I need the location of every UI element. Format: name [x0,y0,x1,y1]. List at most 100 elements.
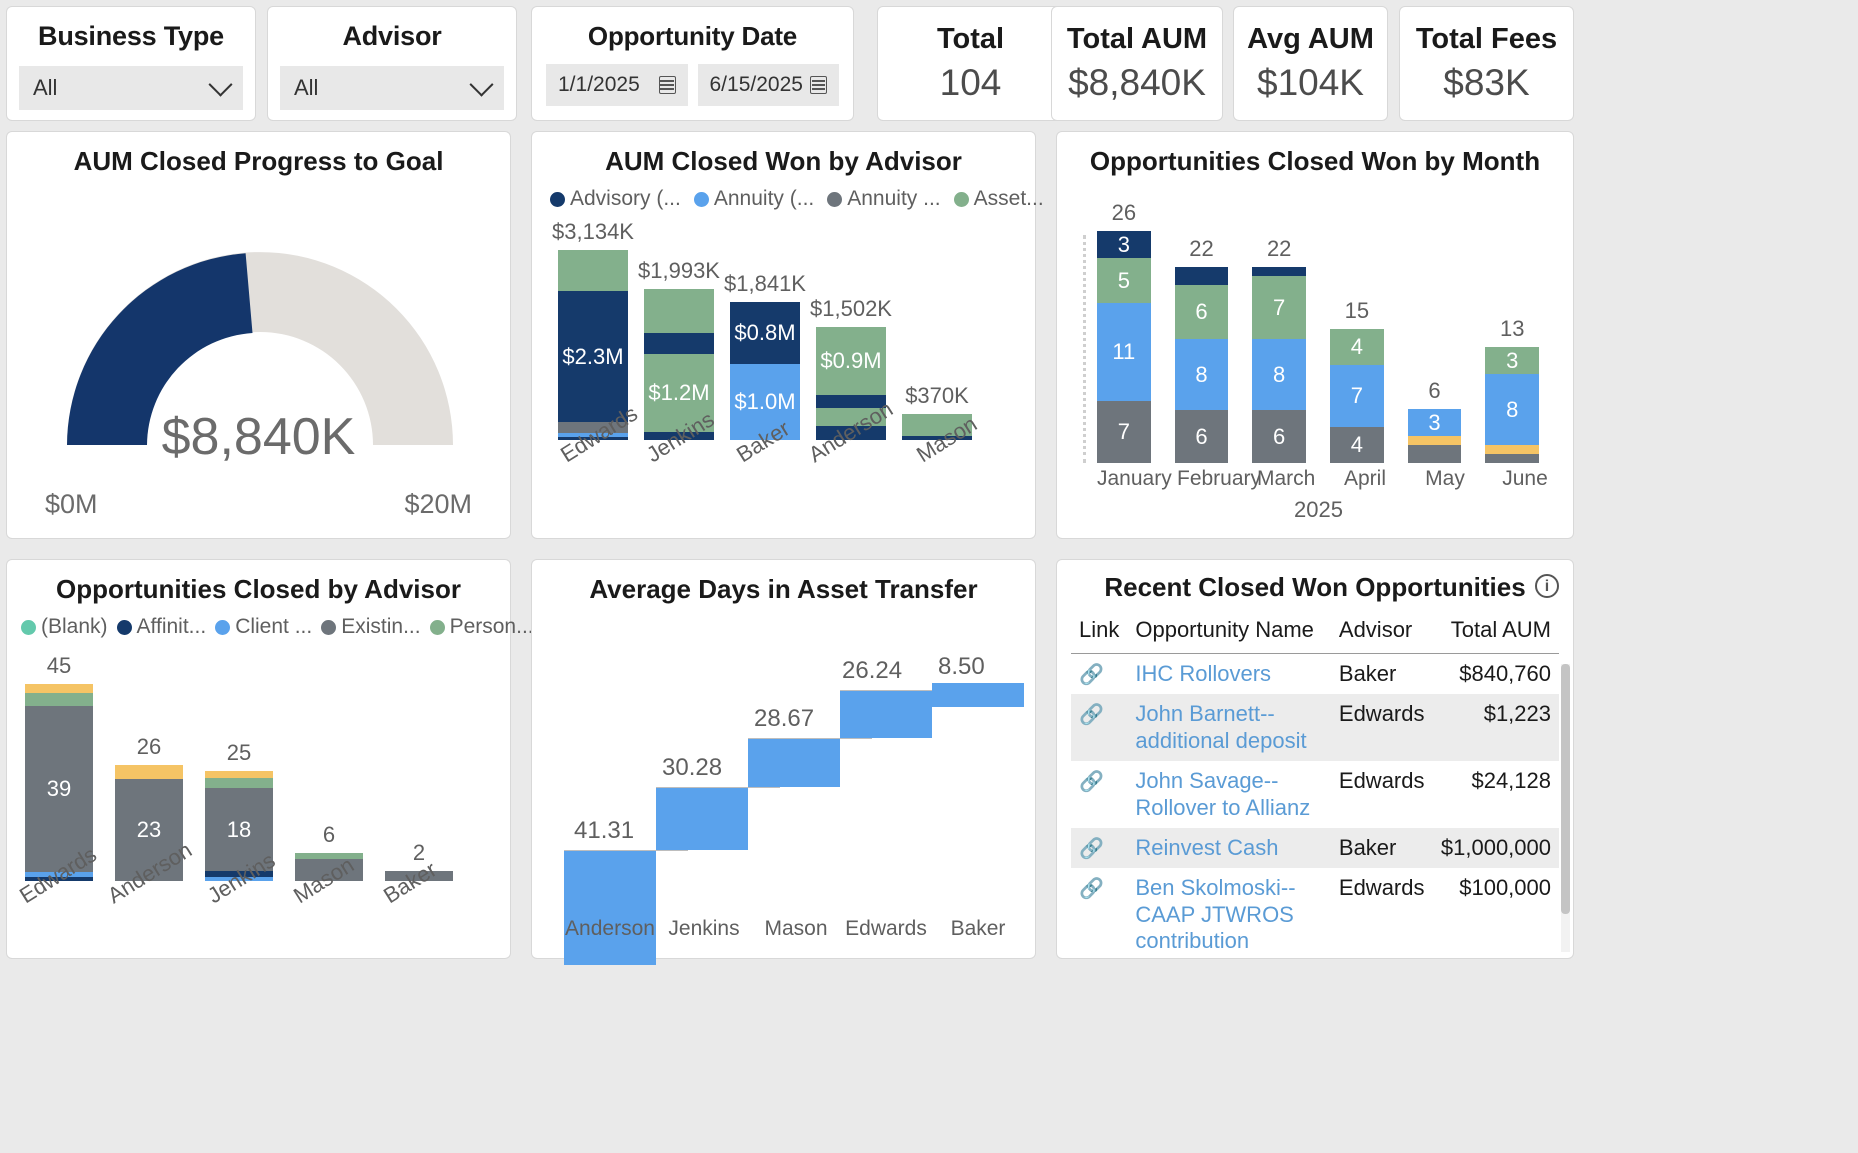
bar-jenkins[interactable]: $1,993K $1.2M [638,258,720,440]
segment-personal[interactable]: 6 [1174,285,1229,339]
segment-client[interactable]: 7 [1330,365,1384,427]
segment-advisory[interactable] [816,395,886,408]
advisor-dropdown[interactable]: All [280,66,504,110]
segment-annuity-blue[interactable] [558,433,628,437]
segment-affinity[interactable] [1252,267,1307,276]
segment-asset[interactable]: $0.9M [816,327,886,395]
link-icon[interactable]: 🔗 [1079,771,1104,794]
date-start-input[interactable]: 1/1/2025 [546,64,688,106]
segment-advisory[interactable] [644,333,714,354]
segment-personal[interactable]: 7 [1252,276,1307,339]
col-header-total-aum[interactable]: Total AUM [1432,611,1559,654]
waterfall-bar-baker[interactable] [932,683,1024,707]
link-icon[interactable]: 🔗 [1079,837,1104,860]
segment-client[interactable]: 11 [1097,303,1151,401]
segment-annuity-blue[interactable]: $1.0M [730,364,800,440]
segment-base[interactable] [558,437,628,440]
col-header-opportunity-name[interactable]: Opportunity Name [1127,611,1331,654]
panel-opps-won-by-month[interactable]: Opportunities Closed Won by Month 26 3 5… [1056,131,1574,539]
segment-advisory[interactable]: $2.3M [558,291,628,422]
bar-june[interactable]: 13 3 8 [1485,316,1540,463]
segment-existing[interactable] [1407,445,1462,463]
row-name-cell[interactable]: Reinvest Cash [1127,827,1331,869]
segment-existing[interactable]: 39 [25,706,93,872]
segment-affinity[interactable] [25,877,93,881]
segment-personal[interactable]: 5 [1097,258,1151,303]
segment-personal[interactable] [25,693,93,706]
bar-april[interactable]: 15 4 7 4 [1330,298,1384,463]
calendar-icon[interactable] [658,76,676,94]
table-row[interactable]: 🔗 IHC Rollovers Baker $840,760 [1071,654,1559,695]
segment-existing[interactable]: 4 [1330,427,1384,463]
panel-avg-days-asset-transfer[interactable]: Average Days in Asset Transfer 41.31 30.… [531,559,1036,965]
segment-personal[interactable]: 4 [1330,329,1384,365]
segment-advisory[interactable]: $0.8M [730,302,800,364]
col-header-link[interactable]: Link [1071,611,1128,654]
bar-edwards[interactable]: $3,134K $2.3M [552,219,634,440]
row-link-cell[interactable]: 🔗 [1071,654,1127,695]
kpi-card-total-fees[interactable]: Total Fees $83K [1399,6,1574,121]
segment-existing[interactable] [385,871,453,881]
segment-client[interactable] [25,872,93,877]
segment-client[interactable]: 8 [1174,339,1229,410]
segment-existing[interactable]: 6 [1252,410,1307,463]
legend-item-personal[interactable]: Person... [429,615,534,639]
waterfall-bar-edwards[interactable] [840,690,932,738]
bar-baker[interactable]: $1,841K $0.8M $1.0M [724,271,806,440]
segment-annuity-gray[interactable] [558,422,628,433]
legend-item-annuity-2[interactable]: Annuity ... [827,187,941,211]
row-link-cell[interactable]: 🔗 [1071,761,1127,828]
segment-personal[interactable] [295,853,363,859]
bar-january[interactable]: 26 3 5 11 7 [1097,200,1151,463]
segment-blank[interactable] [1407,436,1462,445]
waterfall-bar-anderson[interactable] [564,850,656,965]
waterfall-bar-mason[interactable] [748,738,840,787]
legend-item-annuity-1[interactable]: Annuity (... [693,187,814,211]
panel-recent-closed-won[interactable]: Recent Closed Won Opportunities i Link O… [1056,559,1574,959]
segment-affinity[interactable] [1174,267,1229,285]
segment-client[interactable] [205,877,273,881]
col-header-advisor[interactable]: Advisor [1330,611,1433,654]
date-end-input[interactable]: 6/15/2025 [697,64,839,106]
row-link-cell[interactable]: 🔗 [1071,827,1128,869]
segment-existing[interactable]: 23 [115,779,183,881]
slicer-business-type[interactable]: Business Type All [6,6,256,121]
segment-personal[interactable]: 3 [1485,347,1540,374]
legend-item-blank[interactable]: (Blank) [21,615,108,639]
segment-base[interactable] [644,432,714,440]
bar-mason[interactable]: $370K [902,383,972,440]
panel-opps-closed-by-advisor[interactable]: Opportunities Closed by Advisor (Blank) … [6,559,554,959]
slicer-opportunity-date[interactable]: Opportunity Date 1/1/2025 6/15/2025 [531,6,854,121]
segment-client[interactable]: 8 [1252,339,1307,410]
panel-aum-progress-gauge[interactable]: AUM Closed Progress to Goal $8,840K $0M … [6,131,511,539]
segment-blank[interactable] [1485,445,1540,454]
row-link-cell[interactable]: 🔗 [1071,694,1128,762]
link-icon[interactable]: 🔗 [1079,704,1104,727]
bar-march[interactable]: 22 7 8 6 [1252,236,1307,463]
bar-february[interactable]: 22 6 8 6 [1174,236,1229,463]
segment-existing[interactable] [1485,454,1540,463]
segment-other[interactable] [25,684,93,693]
segment-other[interactable] [205,771,273,778]
segment-other[interactable] [115,765,183,779]
segment-client[interactable]: 8 [1485,374,1540,445]
legend-item-client[interactable]: Client ... [215,615,312,639]
row-name-cell[interactable]: Ben Skolmoski--CAAP JTWROS contribution [1135,875,1296,954]
table-row[interactable]: 🔗 Ben Skolmoski--CAAP JTWROS contributio… [1071,868,1559,958]
table-row[interactable]: 🔗 Reinvest Cash Baker $1,000,000 [1071,827,1559,869]
segment-base[interactable] [816,426,886,440]
business-type-dropdown[interactable]: All [19,66,243,110]
table-row[interactable]: 🔗 John Barnett--additional deposit Edwar… [1071,694,1559,762]
bar-anderson[interactable]: 26 23 [115,734,183,881]
link-icon[interactable]: 🔗 [1079,664,1104,686]
bar-may[interactable]: 6 3 [1407,378,1462,463]
row-name-cell[interactable]: John Barnett--additional deposit [1127,694,1331,762]
legend-item-affinity[interactable]: Affinit... [116,615,206,639]
segment-asset-top[interactable] [644,289,714,333]
bar-edwards[interactable]: 45 39 [25,653,93,881]
segment-existing[interactable] [295,859,363,881]
table-row[interactable]: 🔗 John Savage--Rollover to Allianz Edwar… [1071,761,1559,828]
legend-item-advisory[interactable]: Advisory (... [550,187,681,211]
segment-client[interactable]: 3 [1407,409,1462,436]
segment-existing[interactable]: 7 [1097,401,1151,463]
